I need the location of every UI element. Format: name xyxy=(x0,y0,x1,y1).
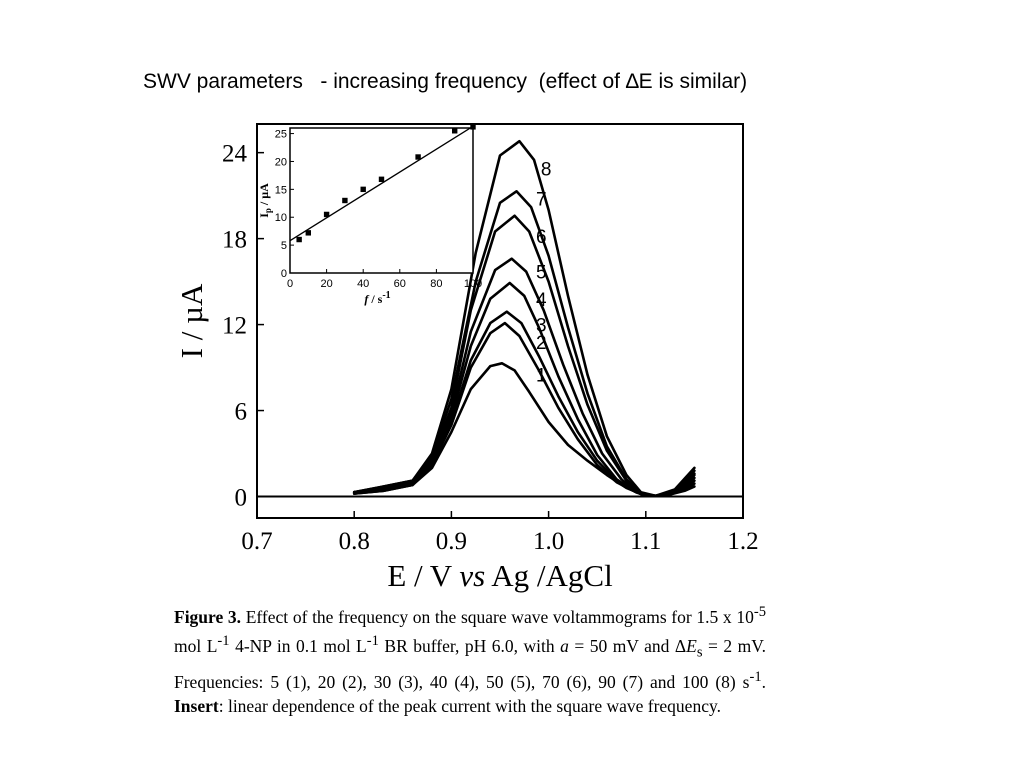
inset-data-point xyxy=(305,230,311,236)
caption-text-2: mol L xyxy=(174,636,218,657)
voltammogram-curve-2 xyxy=(352,321,696,498)
inset-y-axis-label-i: I xyxy=(257,213,271,218)
inset-y-tick-label: 25 xyxy=(275,129,287,141)
inset-fit-line xyxy=(289,125,474,242)
main-x-tick-label: 1.0 xyxy=(533,528,564,555)
inset-x-tick-label: 100 xyxy=(464,278,482,290)
inset-x-tick-label: 40 xyxy=(357,278,369,290)
figure-caption: Figure 3. Effect of the frequency on the… xyxy=(174,600,766,719)
inset-data-point xyxy=(360,186,366,193)
inset-x-tick-label: 60 xyxy=(394,278,406,290)
voltammogram-curve-3 xyxy=(352,310,696,498)
inset-data-point xyxy=(296,236,302,243)
main-y-tick-label: 18 xyxy=(222,227,247,254)
main-y-axis-label: I / µA xyxy=(174,283,209,358)
main-y-tick-label: 24 xyxy=(222,141,248,168)
inset-y-tick-label: 20 xyxy=(275,156,287,168)
inset-data-point xyxy=(452,128,458,134)
inset-y-tick-label: 15 xyxy=(275,184,287,196)
caption-insert-label: Insert xyxy=(174,696,219,717)
inset-frequency-chart: 0 20 40 60 80 100 0 5 10 15 20 25 f / s-1 Ip / µA xyxy=(257,124,482,306)
caption-text-7: . xyxy=(761,671,766,692)
caption-text-8: : linear dependence of the peak current … xyxy=(218,696,721,717)
main-x-tick-label: 1.1 xyxy=(630,528,661,555)
caption-text-5: = 50 mV and Δ xyxy=(568,636,687,657)
curve-label-2: 2 xyxy=(536,333,547,354)
inset-y-axis-label-part: / µA xyxy=(257,183,271,208)
main-y-tick-label: 6 xyxy=(235,399,248,426)
caption-italic-a: a xyxy=(560,636,569,657)
main-x-tick-label: 0.8 xyxy=(339,528,370,555)
main-x-axis-label-italic: vs xyxy=(459,558,485,593)
inset-data-point xyxy=(378,176,385,183)
inset-data-point xyxy=(470,124,476,130)
main-x-tick-label: 0.9 xyxy=(436,528,467,555)
caption-text-3: 4-NP in 0.1 mol L xyxy=(229,636,367,657)
caption-sub-s: s xyxy=(696,644,703,661)
inset-y-tick-label: 5 xyxy=(281,240,287,252)
voltammogram-curve-8 xyxy=(352,139,696,498)
caption-sup-1: -5 xyxy=(753,604,767,620)
inset-plot-frame xyxy=(289,127,474,274)
curve-label-5: 5 xyxy=(536,263,547,284)
inset-x-tick-label: 20 xyxy=(320,278,332,290)
inset-x-tick-label: 80 xyxy=(430,278,442,290)
caption-text-4: BR buffer, pH 6.0, with xyxy=(378,636,561,657)
caption-sup-4: -1 xyxy=(749,669,762,686)
inset-data-point xyxy=(342,197,348,204)
inset-y-tick-label: 10 xyxy=(275,212,287,224)
curve-label-6: 6 xyxy=(536,227,547,248)
curve-label-3: 3 xyxy=(536,316,547,337)
curve-label-4: 4 xyxy=(536,290,547,311)
inset-y-axis-label-sub: p xyxy=(263,208,273,213)
main-x-tick-label: 1.2 xyxy=(727,528,758,555)
inset-y-axis-label: Ip / µA xyxy=(257,183,273,218)
main-plot-frame xyxy=(256,123,744,519)
main-x-tick-label: 0.7 xyxy=(241,528,272,555)
voltammogram-curve-1 xyxy=(352,362,696,498)
main-x-axis-label: E / V vs Ag /AgCl xyxy=(387,558,612,593)
inset-x-axis-label-exp: -1 xyxy=(382,290,390,301)
curve-label-1: 1 xyxy=(536,366,547,387)
voltammogram-curve-4 xyxy=(352,281,696,498)
inset-data-point xyxy=(323,211,330,218)
caption-sup-3: -1 xyxy=(366,633,379,650)
curve-label-8: 8 xyxy=(541,159,552,180)
inset-x-axis-label: f / s-1 xyxy=(364,290,390,306)
caption-sup-2: -1 xyxy=(217,633,230,650)
main-x-axis-label-part: E / V xyxy=(387,558,459,593)
curve-label-7: 7 xyxy=(536,190,547,211)
main-y-tick-label: 12 xyxy=(222,313,247,340)
caption-text-1: Effect of the frequency on the square wa… xyxy=(241,606,754,627)
inset-y-tick-label: 0 xyxy=(281,268,287,280)
caption-italic-e: E xyxy=(686,636,697,657)
inset-x-axis-label-part: / s xyxy=(368,292,382,306)
inset-x-tick-label: 0 xyxy=(287,278,293,290)
inset-x-axis-label-f: f xyxy=(364,292,369,306)
caption-text-6: = 2 mV. Frequencies: 5 (1), 20 (2), 30 (… xyxy=(174,636,767,692)
main-y-tick-label: 0 xyxy=(235,485,248,512)
slide-title: SWV parameters - increasing frequency (e… xyxy=(143,70,748,93)
inset-data-point xyxy=(415,154,421,160)
caption-figure-label: Figure 3. xyxy=(174,606,242,627)
main-x-axis-label-part: Ag /AgCl xyxy=(485,558,612,593)
